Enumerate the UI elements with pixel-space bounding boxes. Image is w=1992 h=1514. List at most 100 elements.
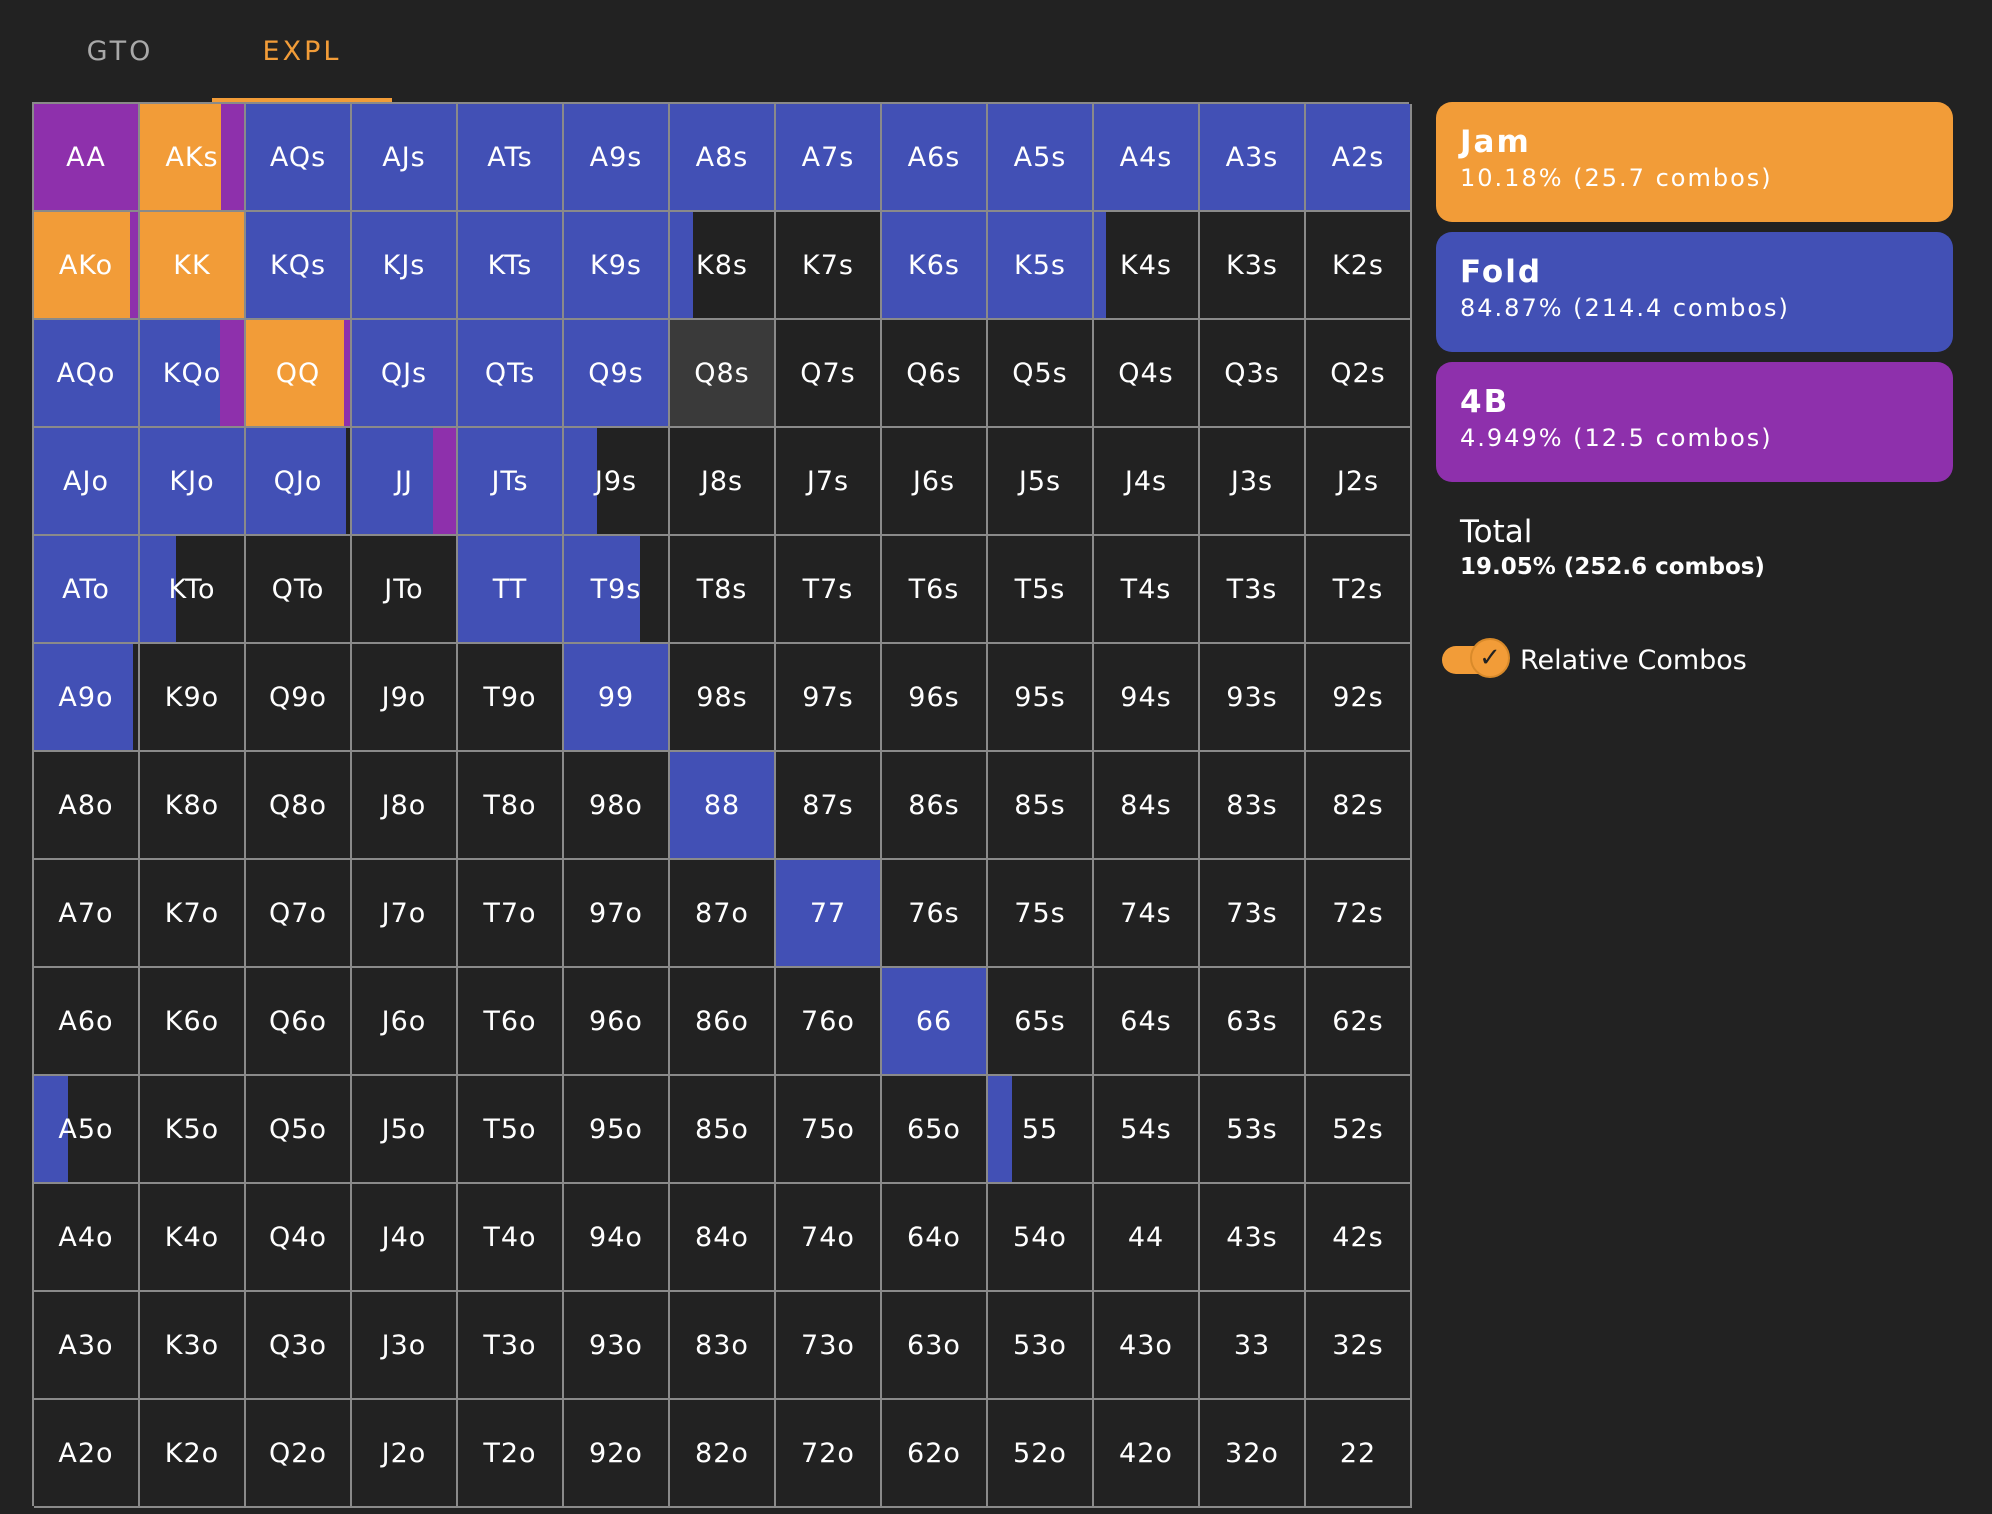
toggle-track[interactable]: ✓ [1442, 638, 1510, 678]
hand-cell-tt[interactable]: TT [458, 536, 564, 644]
hand-cell-43o[interactable]: 43o [1094, 1292, 1200, 1400]
hand-cell-96s[interactable]: 96s [882, 644, 988, 752]
hand-cell-kk[interactable]: KK [140, 212, 246, 320]
hand-cell-q7s[interactable]: Q7s [776, 320, 882, 428]
hand-cell-kto[interactable]: KTo [140, 536, 246, 644]
hand-cell-kts[interactable]: KTs [458, 212, 564, 320]
hand-cell-72o[interactable]: 72o [776, 1400, 882, 1508]
hand-cell-98s[interactable]: 98s [670, 644, 776, 752]
hand-cell-95o[interactable]: 95o [564, 1076, 670, 1184]
hand-cell-64s[interactable]: 64s [1094, 968, 1200, 1076]
hand-cell-a6s[interactable]: A6s [882, 104, 988, 212]
hand-cell-94s[interactable]: 94s [1094, 644, 1200, 752]
hand-cell-82o[interactable]: 82o [670, 1400, 776, 1508]
hand-cell-aks[interactable]: AKs [140, 104, 246, 212]
hand-cell-64o[interactable]: 64o [882, 1184, 988, 1292]
hand-cell-43s[interactable]: 43s [1200, 1184, 1306, 1292]
hand-cell-a7s[interactable]: A7s [776, 104, 882, 212]
hand-cell-32o[interactable]: 32o [1200, 1400, 1306, 1508]
hand-cell-ajo[interactable]: AJo [34, 428, 140, 536]
hand-cell-a9o[interactable]: A9o [34, 644, 140, 752]
hand-cell-86s[interactable]: 86s [882, 752, 988, 860]
hand-cell-ajs[interactable]: AJs [352, 104, 458, 212]
hand-cell-65o[interactable]: 65o [882, 1076, 988, 1184]
hand-cell-k5o[interactable]: K5o [140, 1076, 246, 1184]
hand-cell-j3s[interactable]: J3s [1200, 428, 1306, 536]
hand-cell-94o[interactable]: 94o [564, 1184, 670, 1292]
hand-cell-t8s[interactable]: T8s [670, 536, 776, 644]
hand-cell-62s[interactable]: 62s [1306, 968, 1412, 1076]
hand-cell-a4o[interactable]: A4o [34, 1184, 140, 1292]
hand-cell-kjo[interactable]: KJo [140, 428, 246, 536]
hand-cell-t4o[interactable]: T4o [458, 1184, 564, 1292]
hand-cell-aqo[interactable]: AQo [34, 320, 140, 428]
hand-cell-54o[interactable]: 54o [988, 1184, 1094, 1292]
hand-cell-kqo[interactable]: KQo [140, 320, 246, 428]
hand-cell-52o[interactable]: 52o [988, 1400, 1094, 1508]
hand-cell-65s[interactable]: 65s [988, 968, 1094, 1076]
hand-cell-j3o[interactable]: J3o [352, 1292, 458, 1400]
hand-cell-97o[interactable]: 97o [564, 860, 670, 968]
action-card-4b[interactable]: 4B 4.949% (12.5 combos) [1436, 362, 1953, 482]
hand-cell-83s[interactable]: 83s [1200, 752, 1306, 860]
hand-cell-92s[interactable]: 92s [1306, 644, 1412, 752]
hand-cell-75s[interactable]: 75s [988, 860, 1094, 968]
hand-cell-k2o[interactable]: K2o [140, 1400, 246, 1508]
action-card-jam[interactable]: Jam 10.18% (25.7 combos) [1436, 102, 1953, 222]
hand-cell-t8o[interactable]: T8o [458, 752, 564, 860]
hand-cell-k5s[interactable]: K5s [988, 212, 1094, 320]
hand-cell-j2s[interactable]: J2s [1306, 428, 1412, 536]
hand-cell-22[interactable]: 22 [1306, 1400, 1412, 1508]
hand-cell-87s[interactable]: 87s [776, 752, 882, 860]
hand-cell-t4s[interactable]: T4s [1094, 536, 1200, 644]
hand-cell-33[interactable]: 33 [1200, 1292, 1306, 1400]
hand-cell-k3o[interactable]: K3o [140, 1292, 246, 1400]
hand-cell-a6o[interactable]: A6o [34, 968, 140, 1076]
relative-combos-toggle[interactable]: ✓ Relative Combos [1442, 638, 1747, 682]
hand-cell-j6s[interactable]: J6s [882, 428, 988, 536]
hand-cell-q4s[interactable]: Q4s [1094, 320, 1200, 428]
hand-cell-kqs[interactable]: KQs [246, 212, 352, 320]
hand-cell-73s[interactable]: 73s [1200, 860, 1306, 968]
hand-cell-a8o[interactable]: A8o [34, 752, 140, 860]
hand-cell-j8o[interactable]: J8o [352, 752, 458, 860]
hand-cell-q2s[interactable]: Q2s [1306, 320, 1412, 428]
hand-cell-aqs[interactable]: AQs [246, 104, 352, 212]
hand-cell-a7o[interactable]: A7o [34, 860, 140, 968]
hand-cell-a3s[interactable]: A3s [1200, 104, 1306, 212]
hand-cell-63s[interactable]: 63s [1200, 968, 1306, 1076]
hand-cell-t3s[interactable]: T3s [1200, 536, 1306, 644]
hand-cell-85o[interactable]: 85o [670, 1076, 776, 1184]
hand-cell-q6o[interactable]: Q6o [246, 968, 352, 1076]
hand-cell-q4o[interactable]: Q4o [246, 1184, 352, 1292]
hand-cell-k6s[interactable]: K6s [882, 212, 988, 320]
hand-cell-k8o[interactable]: K8o [140, 752, 246, 860]
hand-cell-a2s[interactable]: A2s [1306, 104, 1412, 212]
hand-cell-42o[interactable]: 42o [1094, 1400, 1200, 1508]
hand-cell-q6s[interactable]: Q6s [882, 320, 988, 428]
hand-cell-77[interactable]: 77 [776, 860, 882, 968]
hand-cell-k9s[interactable]: K9s [564, 212, 670, 320]
hand-cell-j6o[interactable]: J6o [352, 968, 458, 1076]
hand-cell-62o[interactable]: 62o [882, 1400, 988, 1508]
hand-cell-aa[interactable]: AA [34, 104, 140, 212]
hand-cell-j4o[interactable]: J4o [352, 1184, 458, 1292]
hand-cell-j2o[interactable]: J2o [352, 1400, 458, 1508]
hand-cell-j7o[interactable]: J7o [352, 860, 458, 968]
hand-cell-qts[interactable]: QTs [458, 320, 564, 428]
hand-cell-k4s[interactable]: K4s [1094, 212, 1200, 320]
hand-cell-a4s[interactable]: A4s [1094, 104, 1200, 212]
hand-cell-93o[interactable]: 93o [564, 1292, 670, 1400]
hand-cell-93s[interactable]: 93s [1200, 644, 1306, 752]
hand-cell-55[interactable]: 55 [988, 1076, 1094, 1184]
hand-cell-63o[interactable]: 63o [882, 1292, 988, 1400]
hand-cell-84o[interactable]: 84o [670, 1184, 776, 1292]
hand-cell-99[interactable]: 99 [564, 644, 670, 752]
hand-cell-a3o[interactable]: A3o [34, 1292, 140, 1400]
action-card-fold[interactable]: Fold 84.87% (214.4 combos) [1436, 232, 1953, 352]
hand-cell-t2s[interactable]: T2s [1306, 536, 1412, 644]
hand-cell-76o[interactable]: 76o [776, 968, 882, 1076]
hand-cell-t7s[interactable]: T7s [776, 536, 882, 644]
hand-cell-j7s[interactable]: J7s [776, 428, 882, 536]
hand-cell-k8s[interactable]: K8s [670, 212, 776, 320]
